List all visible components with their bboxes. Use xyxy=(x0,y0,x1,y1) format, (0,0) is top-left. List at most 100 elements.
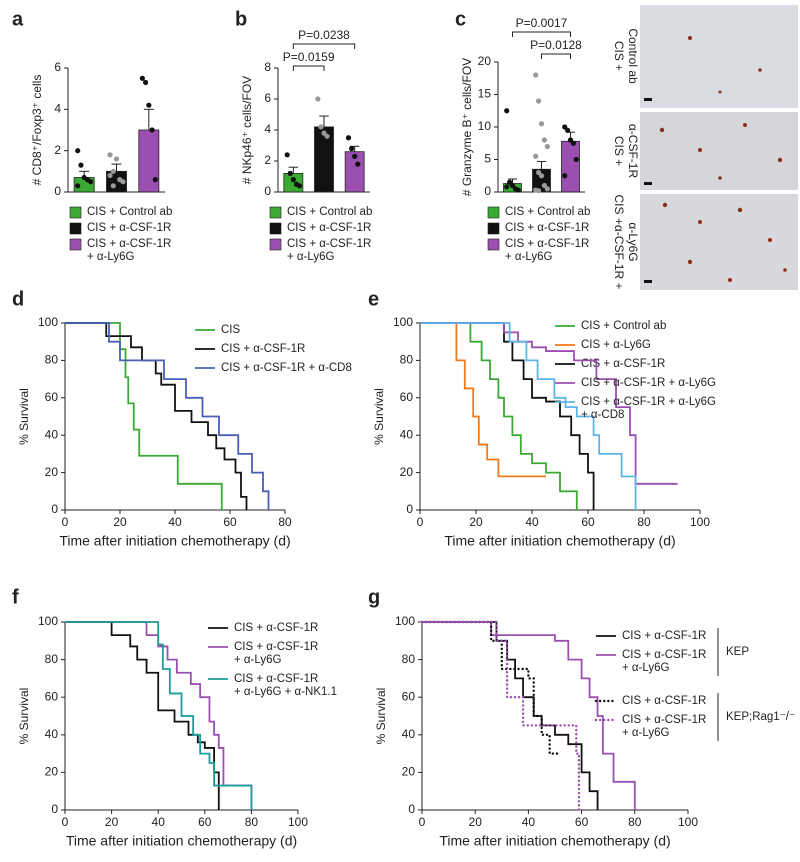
y-axis-label: # Granzyme B⁺ cells/FOV xyxy=(460,58,474,196)
p-value: P=0.0159 xyxy=(283,50,335,64)
y-axis-label: # CD8⁺/Foxp3⁺ cells xyxy=(30,75,44,186)
data-point xyxy=(355,161,361,167)
scale-bars xyxy=(644,98,652,283)
error-bar xyxy=(288,166,299,174)
micrograph xyxy=(640,5,798,108)
legend-label: + α-Ly6G xyxy=(622,727,670,739)
x-axis-label: Time after initiation chemotherapy (d) xyxy=(66,833,297,849)
legend-label: CIS + α-CSF-1R + α-Ly6G xyxy=(581,377,716,389)
bar xyxy=(314,126,334,193)
bar xyxy=(283,172,304,193)
x-tick-label: 100 xyxy=(690,515,710,529)
x-tick-label: 20 xyxy=(469,515,483,529)
data-point xyxy=(149,127,155,133)
x-tick-label: 40 xyxy=(522,815,536,829)
y-tick-label: 60 xyxy=(45,390,59,404)
x-tick-label: 40 xyxy=(152,815,166,829)
data-point xyxy=(107,152,113,158)
y-tick-label: 20 xyxy=(45,465,59,479)
x-tick-label: 40 xyxy=(525,515,539,529)
legend-label: CIS + α-CSF-1R xyxy=(287,222,371,234)
data-point xyxy=(533,153,539,159)
survival-curve xyxy=(420,620,581,812)
x-tick-label: 80 xyxy=(628,815,642,829)
significance-bracket xyxy=(292,43,356,49)
error-bar xyxy=(143,108,154,130)
data-point xyxy=(290,177,296,183)
error-bar xyxy=(537,160,546,170)
x-axis-label: Time after initiation chemotherapy (d) xyxy=(439,833,670,849)
y-tick-label: 6 xyxy=(264,91,271,105)
survival-curve xyxy=(65,322,248,510)
survival-curve xyxy=(65,322,270,510)
data-point xyxy=(139,75,145,81)
data-point xyxy=(562,173,568,179)
legend-label: + α-Ly6G + α-NK1.1 xyxy=(234,686,337,698)
data-point xyxy=(120,179,126,185)
data-point xyxy=(573,156,579,163)
legend-label: CIS + α-CSF-1R xyxy=(287,238,371,250)
data-point xyxy=(287,170,293,176)
y-tick-label: 4 xyxy=(264,122,271,136)
bar xyxy=(138,129,160,193)
y-tick-label: 80 xyxy=(45,353,59,367)
micrograph-label: Control ab xyxy=(626,28,640,84)
y-tick-label: 4 xyxy=(54,102,61,116)
data-point xyxy=(75,183,81,189)
data-point xyxy=(504,184,510,190)
legend-label: + α-Ly6G xyxy=(87,251,135,263)
data-point xyxy=(318,124,324,130)
p-value: P=0.0128 xyxy=(530,38,582,52)
micrograph-label: CIS + xyxy=(612,136,626,166)
legend-label: CIS + Control ab xyxy=(581,320,666,332)
legend-label: CIS + α-CSF-1R + α-CD8 xyxy=(221,362,352,374)
y-axis-label: % Survival xyxy=(17,388,31,445)
y-tick-label: 15 xyxy=(478,87,492,101)
legend-label: CIS + α-CSF-1R xyxy=(505,222,589,234)
data-point xyxy=(296,183,303,189)
x-tick-label: 80 xyxy=(637,515,651,529)
significance-bracket xyxy=(541,53,571,59)
data-point xyxy=(544,186,550,192)
x-tick-label: 20 xyxy=(105,815,119,829)
data-point xyxy=(113,156,120,162)
legend-swatch xyxy=(69,222,82,235)
legend-label: CIS + Control ab xyxy=(287,206,372,218)
group-label: KEP;Rag1⁻/⁻ xyxy=(726,711,795,723)
y-tick-label: 2 xyxy=(54,143,61,157)
y-tick-label: 20 xyxy=(478,54,492,68)
micrograph-label: CIS + xyxy=(612,41,626,71)
legend-label: + α-Ly6G xyxy=(505,251,553,263)
data-point xyxy=(565,127,571,133)
survival-curve xyxy=(65,621,220,810)
legend-label: CIS + α-CSF-1R xyxy=(622,695,706,707)
data-point xyxy=(152,177,158,183)
x-tick-label: 60 xyxy=(198,815,212,829)
survival-curve xyxy=(420,322,637,510)
legend-label: CIS + α-CSF-1R xyxy=(622,630,706,642)
legend-swatch xyxy=(487,206,500,219)
legend-label: CIS + α-CSF-1R xyxy=(87,238,171,250)
y-tick-label: 40 xyxy=(45,727,59,741)
p-value: P=0.0017 xyxy=(516,16,568,30)
legend-label: CIS + Control ab xyxy=(505,206,590,218)
y-tick-label: 0 xyxy=(406,502,413,516)
error-bar xyxy=(508,178,517,184)
y-tick-label: 0 xyxy=(408,802,415,816)
data-point xyxy=(75,148,81,154)
panel-letter: d xyxy=(12,288,24,310)
survival-curve xyxy=(422,621,636,810)
legend-label: CIS + α-CSF-1R xyxy=(622,649,706,661)
legend-label: CIS + α-CSF-1R + α-Ly6G xyxy=(581,396,716,408)
y-tick-label: 10 xyxy=(478,119,492,133)
y-tick-label: 20 xyxy=(402,765,416,779)
data-point xyxy=(538,121,545,127)
y-tick-label: 0 xyxy=(51,502,58,516)
legend-swatch xyxy=(487,238,500,251)
error-bar xyxy=(111,163,122,172)
y-tick-label: 20 xyxy=(400,465,414,479)
x-tick-label: 40 xyxy=(168,515,182,529)
panel-letter: g xyxy=(368,586,380,608)
y-axis-label: % Survival xyxy=(374,688,388,745)
